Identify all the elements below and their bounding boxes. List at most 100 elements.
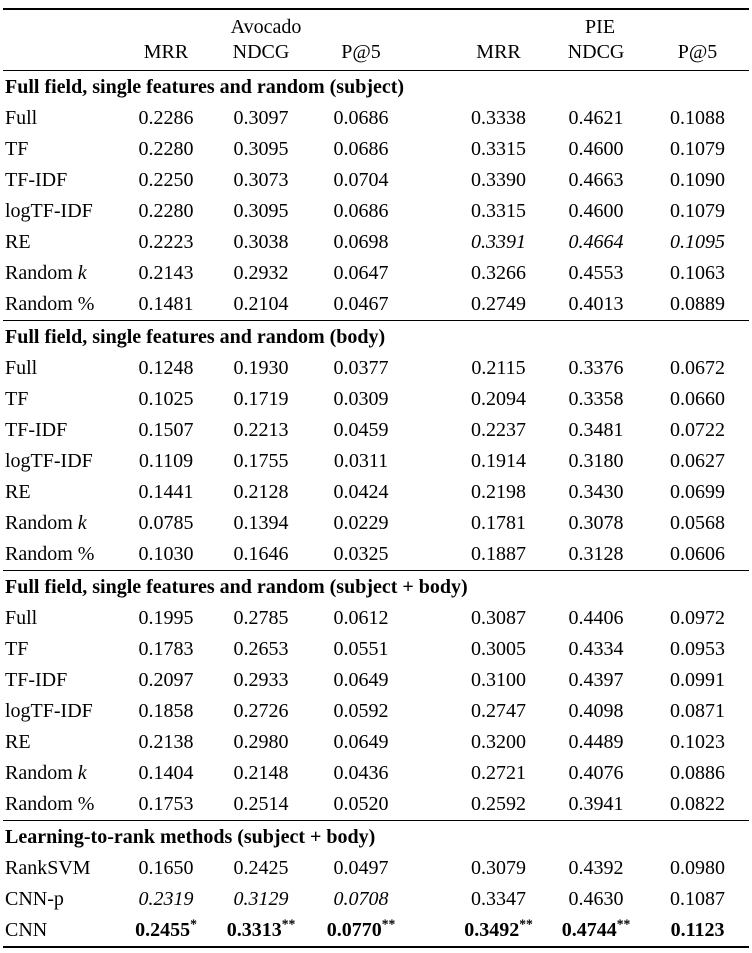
table-row: TF 0.1783 0.2653 0.0551 0.3005 0.4334 0.0953 xyxy=(3,634,749,665)
metric-value: 0.4013 xyxy=(568,293,624,315)
metric-value: 0.4098 xyxy=(568,700,624,722)
section-title: Full field, single features and random (… xyxy=(3,570,750,603)
metric-value: 0.1914 xyxy=(471,450,527,472)
metric-value: 0.1123 xyxy=(670,919,725,941)
metric-value: 0.4600 xyxy=(568,138,624,160)
column-gap xyxy=(411,477,451,508)
metric-value: 0.0424 xyxy=(333,481,389,503)
row-label-segment: RankSVM xyxy=(5,857,91,879)
table-row: Random % 0.1481 0.2104 0.0467 0.2749 0.4013 0.… xyxy=(3,289,749,321)
table-header: Avocado PIE MRR NDCG P@5 MRR NDCG P@5 xyxy=(3,9,749,71)
col-header-avocado-mrr: MRR xyxy=(143,41,189,63)
metric-value: 0.3492** xyxy=(464,916,533,941)
column-gap xyxy=(411,884,451,915)
row-label-segment: Random % xyxy=(5,793,95,815)
metric-value: 0.0627 xyxy=(670,450,726,472)
table-row: logTF-IDF 0.2280 0.3095 0.0686 0.3315 0.4600 0… xyxy=(3,196,749,227)
significance-marker: ** xyxy=(281,916,296,932)
metric-value: 0.3097 xyxy=(233,107,289,129)
metric-value: 0.0704 xyxy=(333,169,389,191)
table-row: Full 0.2286 0.3097 0.0686 0.3338 0.4621 0.1088 xyxy=(3,103,749,134)
metric-value: 0.0686 xyxy=(333,138,389,160)
section-heading-row: Full field, single features and random (… xyxy=(3,570,750,603)
metric-value: 0.1087 xyxy=(670,888,726,910)
column-gap xyxy=(411,9,451,40)
header-empty-cell xyxy=(3,9,121,40)
metric-value: 0.4630 xyxy=(568,888,624,910)
column-gap xyxy=(411,134,451,165)
metric-value: 0.4664 xyxy=(568,231,624,253)
metric-value: 0.0770** xyxy=(326,916,396,941)
row-label-segment: TF xyxy=(5,388,29,410)
row-label-segment: k xyxy=(77,512,87,534)
row-label: logTF-IDF xyxy=(3,446,121,477)
table-body: Full field, single features and random (… xyxy=(3,70,750,948)
row-label: Random k xyxy=(3,258,121,289)
metric-value: 0.0551 xyxy=(333,638,389,660)
metric-value: 0.0649 xyxy=(333,731,389,753)
row-label: TF xyxy=(3,384,121,415)
metric-value: 0.3313** xyxy=(226,916,296,941)
row-label: Random % xyxy=(3,789,121,821)
metric-value: 0.0953 xyxy=(670,638,726,660)
column-gap xyxy=(411,789,451,821)
metric-value: 0.2097 xyxy=(138,669,194,691)
metric-value: 0.2653 xyxy=(233,638,289,660)
row-label-segment: Random xyxy=(5,762,78,784)
metric-value: 0.0467 xyxy=(333,293,389,315)
metric-value: 0.2980 xyxy=(233,731,289,753)
row-label: CNN xyxy=(3,915,121,947)
column-gap xyxy=(411,196,451,227)
metric-value: 0.0785 xyxy=(138,512,194,534)
metric-value: 0.1753 xyxy=(138,793,194,815)
row-label-segment: Random % xyxy=(5,293,95,315)
row-label: RankSVM xyxy=(3,853,121,884)
row-label: Random % xyxy=(3,289,121,321)
metric-value: 0.0647 xyxy=(333,262,389,284)
metric-value: 0.0592 xyxy=(333,700,389,722)
metric-value: 0.3481 xyxy=(568,419,624,441)
row-label-segment: Full xyxy=(5,607,38,629)
col-header-avocado-ndcg: NDCG xyxy=(232,41,290,63)
table-row: RE 0.2138 0.2980 0.0649 0.3200 0.4489 0.1023 xyxy=(3,727,749,758)
results-table: Avocado PIE MRR NDCG P@5 MRR NDCG P@5 Fu… xyxy=(3,8,750,948)
metric-value: 0.1719 xyxy=(233,388,289,410)
metric-value: 0.0972 xyxy=(670,607,726,629)
column-gap xyxy=(411,696,451,727)
metric-value: 0.0377 xyxy=(333,357,389,379)
metric-value: 0.3128 xyxy=(568,543,624,565)
row-label-segment: k xyxy=(77,762,87,784)
metric-value: 0.1755 xyxy=(233,450,289,472)
table-row: Random % 0.1030 0.1646 0.0325 0.1887 0.3128 0.… xyxy=(3,539,749,571)
metric-value: 0.1995 xyxy=(138,607,194,629)
metric-value: 0.0722 xyxy=(670,419,726,441)
column-gap xyxy=(411,289,451,321)
section-heading-row: Learning-to-rank methods (subject + body… xyxy=(3,820,750,853)
row-label: Random k xyxy=(3,758,121,789)
metric-value: 0.3095 xyxy=(233,200,289,222)
metric-value: 0.1248 xyxy=(138,357,194,379)
column-gap xyxy=(411,603,451,634)
table-row: TF 0.1025 0.1719 0.0309 0.2094 0.3358 0.0660 xyxy=(3,384,749,415)
column-group-avocado: Avocado xyxy=(230,16,302,38)
metric-value: 0.0991 xyxy=(670,669,726,691)
metric-value: 0.3315 xyxy=(471,200,527,222)
metric-value: 0.1887 xyxy=(471,543,527,565)
metric-value: 0.0871 xyxy=(670,700,726,722)
metric-value: 0.2932 xyxy=(233,262,289,284)
metric-value: 0.0309 xyxy=(333,388,389,410)
metric-value: 0.2286 xyxy=(138,107,194,129)
metric-value: 0.0980 xyxy=(670,857,726,879)
metric-value: 0.3266 xyxy=(471,262,527,284)
row-label: logTF-IDF xyxy=(3,196,121,227)
column-gap xyxy=(411,353,451,384)
table-row: TF-IDF 0.2097 0.2933 0.0649 0.3100 0.4397 0.09… xyxy=(3,665,749,696)
column-group-pie: PIE xyxy=(585,16,616,38)
metric-value: 0.4334 xyxy=(568,638,624,660)
column-gap xyxy=(411,634,451,665)
metric-value: 0.2213 xyxy=(233,419,289,441)
table-row: logTF-IDF 0.1858 0.2726 0.0592 0.2747 0.4098 0… xyxy=(3,696,749,727)
table-row: CNN 0.2455* 0.3313** 0.0770** 0.3492** 0.4744… xyxy=(3,915,749,947)
row-label-segment: RE xyxy=(5,481,31,503)
metric-value: 0.4621 xyxy=(568,107,624,129)
